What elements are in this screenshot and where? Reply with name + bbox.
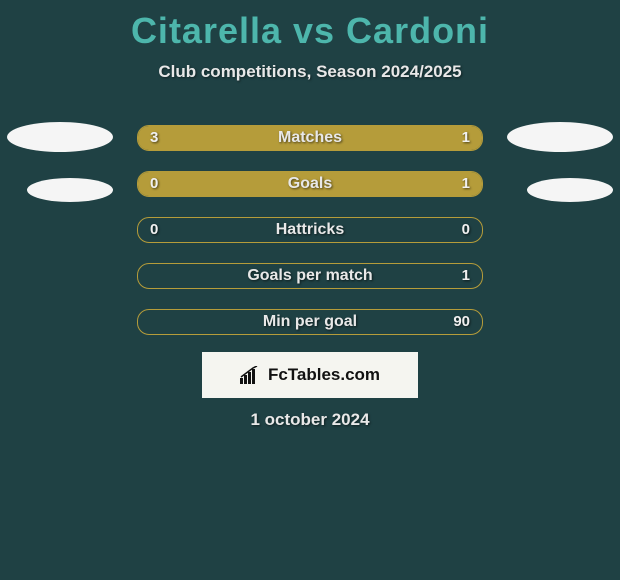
stat-label: Hattricks [138, 218, 482, 242]
stat-val-right: 1 [462, 264, 470, 288]
stat-label: Goals per match [138, 264, 482, 288]
stat-val-right: 90 [453, 310, 470, 334]
bar-chart-icon [240, 366, 262, 384]
stat-val-right: 0 [462, 218, 470, 242]
stat-row-min-per-goal: Min per goal 90 [137, 309, 483, 335]
stat-row-hattricks: 0 Hattricks 0 [137, 217, 483, 243]
player-left-avatar [7, 122, 113, 152]
page-title: Citarella vs Cardoni [0, 0, 620, 52]
stat-label: Min per goal [138, 310, 482, 334]
brand-text: FcTables.com [268, 365, 380, 385]
stat-label: Goals [138, 172, 482, 196]
date-text: 1 october 2024 [0, 410, 620, 430]
stats-bars: 3 Matches 1 0 Goals 1 0 Hattricks 0 Goal… [137, 125, 483, 355]
stat-val-right: 1 [462, 126, 470, 150]
brand-badge[interactable]: FcTables.com [202, 352, 418, 398]
stat-row-goals-per-match: Goals per match 1 [137, 263, 483, 289]
player-right-avatar-sm [527, 178, 613, 202]
stat-label: Matches [138, 126, 482, 150]
player-left-avatar-sm [27, 178, 113, 202]
stat-row-matches: 3 Matches 1 [137, 125, 483, 151]
stat-row-goals: 0 Goals 1 [137, 171, 483, 197]
player-right-avatar [507, 122, 613, 152]
stat-val-right: 1 [462, 172, 470, 196]
subtitle: Club competitions, Season 2024/2025 [0, 62, 620, 82]
